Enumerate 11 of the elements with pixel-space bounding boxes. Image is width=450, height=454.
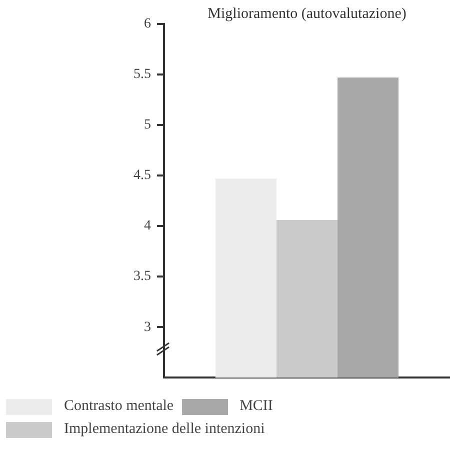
y-tick-label: 6 xyxy=(144,16,151,32)
chart-title: Miglioramento (autovalutazione) xyxy=(208,6,406,22)
legend-label: MCII xyxy=(240,398,273,415)
y-tick-label: 5.5 xyxy=(134,67,151,82)
y-tick-label: 3 xyxy=(144,320,151,335)
legend-label: Implementazione delle intenzioni xyxy=(64,421,265,438)
y-tick-label: 4 xyxy=(144,218,151,234)
y-tick-label: 3.5 xyxy=(134,269,151,284)
legend-label: Contrasto mentale xyxy=(64,398,174,415)
y-tick-label: 5 xyxy=(144,118,151,133)
y-tick-label: 4.5 xyxy=(134,168,151,184)
